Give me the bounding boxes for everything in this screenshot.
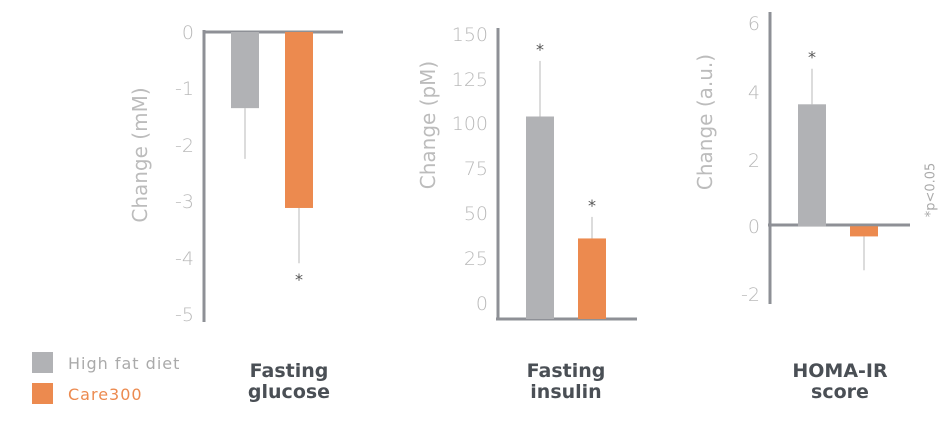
y-axis-label: Change (pM) — [416, 61, 440, 190]
y-tick-label: 150 — [452, 24, 488, 46]
bar-high-fat-diet — [526, 116, 554, 319]
y-axis-label: Change (mM) — [128, 87, 152, 222]
y-tick-label: -3 — [175, 191, 194, 213]
y-tick-label: 25 — [464, 248, 488, 270]
legend-label: High fat diet — [68, 354, 180, 373]
significance-star: * — [588, 196, 596, 215]
bar-care300 — [850, 226, 878, 237]
chart-title: Fasting — [527, 360, 606, 382]
chart-title: score — [811, 381, 869, 403]
y-tick-label: -2 — [175, 135, 194, 157]
legend-label: Care300 — [68, 385, 143, 404]
chart-title: HOMA-IR — [792, 360, 888, 382]
chart-title: Fasting — [250, 360, 329, 382]
bar-care300 — [285, 32, 313, 208]
legend-swatch — [32, 352, 53, 373]
y-tick-label: -2 — [741, 284, 760, 306]
y-tick-label: 6 — [748, 13, 760, 35]
bar-care300 — [578, 238, 606, 319]
bar-high-fat-diet — [798, 104, 826, 227]
y-tick-label: -1 — [175, 78, 194, 100]
chart-title: insulin — [530, 381, 601, 403]
y-tick-label: 100 — [452, 113, 488, 135]
y-tick-label: 4 — [748, 82, 760, 104]
y-axis-label: Change (a.u.) — [693, 54, 717, 190]
chart-title: glucose — [248, 381, 330, 403]
legend-swatch — [32, 383, 53, 404]
y-tick-label: 0 — [182, 22, 194, 44]
y-tick-label: -4 — [175, 248, 194, 270]
footnote: *p<0.05 — [924, 163, 939, 218]
significance-star: * — [536, 40, 544, 59]
y-tick-label: 0 — [748, 216, 760, 238]
y-tick-label: 125 — [452, 69, 488, 91]
y-tick-label: -5 — [175, 304, 194, 326]
bar-high-fat-diet — [231, 32, 259, 109]
y-tick-label: 0 — [476, 293, 488, 315]
significance-star: * — [808, 48, 816, 67]
y-tick-label: 75 — [464, 158, 488, 180]
y-tick-label: 2 — [748, 150, 760, 172]
y-tick-label: 50 — [464, 203, 488, 225]
significance-star: * — [295, 270, 303, 289]
